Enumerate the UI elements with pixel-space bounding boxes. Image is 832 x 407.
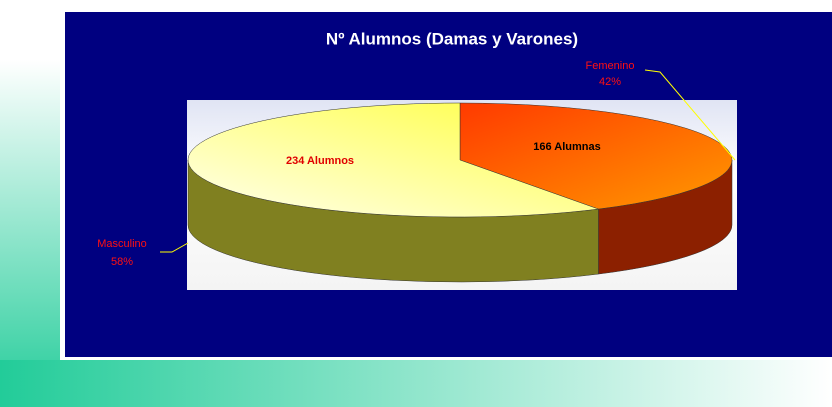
category-label: Femenino [585, 60, 635, 72]
decor-bottom [0, 360, 832, 407]
value-label: 166 Alumnas [533, 141, 601, 153]
value-label: 234 Alumnos [285, 155, 355, 167]
category-label: Masculino [97, 238, 147, 250]
percent-label: 42% [598, 76, 622, 88]
leader-line [644, 69, 736, 161]
percent-label: 58% [110, 256, 134, 268]
decor-left [0, 60, 60, 407]
chart-title: Nº Alumnos (Damas y Varones) [326, 29, 578, 48]
slice [187, 102, 599, 218]
pie [187, 102, 733, 283]
leader-line [160, 242, 189, 253]
